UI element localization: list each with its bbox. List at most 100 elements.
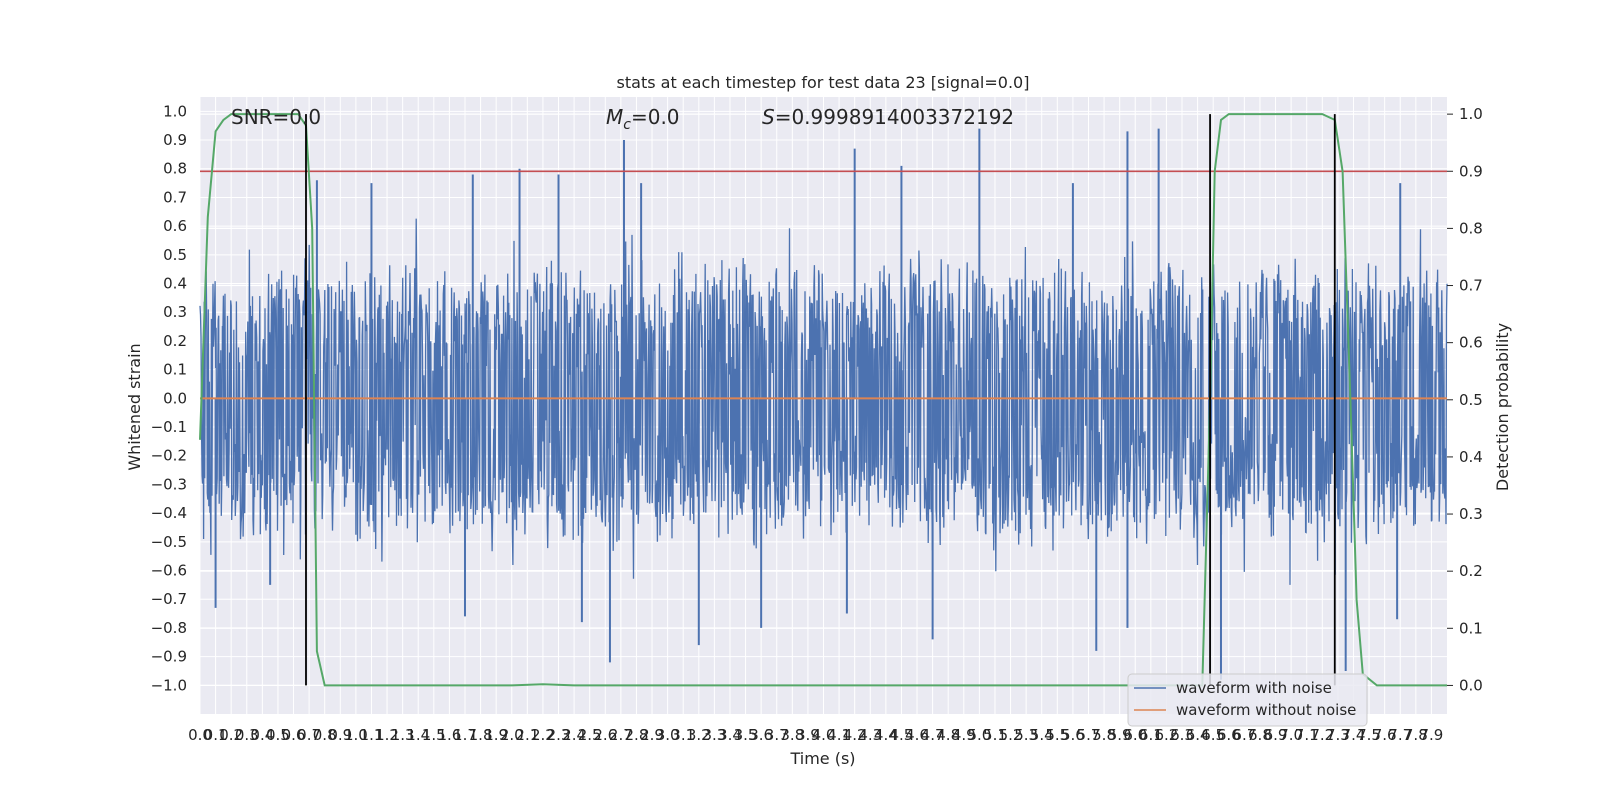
y2-tick-label: 0.8 [1459,219,1483,237]
y-tick-label: 0.6 [163,217,187,235]
s-value: =0.9998914003372192 [775,105,1014,129]
x-tick-label: 1.5 [422,726,446,744]
x-tick-label: 6.0 [1123,726,1147,744]
y-tick-label: 0.0 [163,389,187,407]
x-tick-label: 4.7 [921,726,945,744]
detection-probability-line [199,113,1447,687]
x-tick-label: 6.2 [1154,726,1178,744]
x-tick-label: 1.7 [453,726,477,744]
x-tick-label: 3.6 [749,726,773,744]
x-tick-label: 1.8 [469,726,493,744]
x-tick-label: 5.3 [1014,726,1038,744]
axes: 0.00.10.20.30.40.50.60.70.80.91.01.11.21… [151,102,1483,744]
x-tick-label: 5.8 [1092,726,1116,744]
x-tick-label: 4.6 [905,726,929,744]
x-tick-label: 2.2 [531,726,555,744]
x-tick-label: 6.7 [1232,726,1256,744]
x-tick-label: 3.7 [765,726,789,744]
x-tick-label: 1.9 [484,726,508,744]
x-tick-label: 3.3 [702,726,726,744]
x-tick-label: 6.3 [1170,726,1194,744]
x-tick-label: 4.0 [812,726,836,744]
x-axis-title: Time (s) [789,749,855,768]
y2-tick-label: 0.3 [1459,505,1483,523]
legend-box [1127,673,1368,727]
y-tick-label: −0.3 [151,475,187,493]
mc-subscript: c [623,117,631,133]
y-tick-label: −0.7 [151,590,187,608]
x-tick-label: 0.6 [282,726,306,744]
x-tick-label: 6.1 [1139,726,1163,744]
waveform-with-noise-line [199,218,1448,585]
x-tick-label: 6.6 [1217,726,1241,744]
x-tick-label: 0.7 [297,726,321,744]
x-tick-label: 7.4 [1342,726,1366,744]
x-tick-label: 7.3 [1326,726,1350,744]
x-tick-label: 2.9 [640,726,664,744]
x-tick-label: 6.5 [1201,726,1225,744]
x-tick-label: 0.2 [219,726,243,744]
x-tick-label: 6.8 [1248,726,1272,744]
s-annotation: S=0.9998914003372192 [762,105,1014,129]
x-tick-label: 2.5 [578,726,602,744]
y2-tick-label: 0.5 [1459,391,1483,409]
x-tick-label: 7.9 [1419,726,1443,744]
y-tick-label: −0.1 [151,418,187,436]
x-tick-label: 5.0 [967,726,991,744]
x-tick-label: 0.1 [204,726,228,744]
x-tick-label: 4.3 [858,726,882,744]
x-tick-label: 3.5 [734,726,758,744]
x-tick-label: 7.6 [1373,726,1397,744]
x-tick-label: 4.4 [874,726,898,744]
y2-tick-label: 0.7 [1459,277,1483,295]
x-tick-label: 4.9 [952,726,976,744]
s-symbol: S [762,105,775,129]
y-tick-label: 0.1 [163,361,187,379]
x-tick-label: 5.1 [983,726,1007,744]
x-tick-label: 2.0 [500,726,524,744]
legend: waveform with noise waveform without noi… [1127,673,1368,727]
x-tick-label: 0.9 [328,726,352,744]
mc-value: =0.0 [631,105,680,129]
x-tick-label: 7.0 [1279,726,1303,744]
x-tick-label: 5.5 [1045,726,1069,744]
y2-tick-label: 0.2 [1459,562,1483,580]
y-axis-title: Whitened strain [125,343,144,470]
legend-label-noise: waveform with noise [1176,679,1332,697]
snr-annotation: SNR=0.0 [231,105,321,129]
x-tick-label: 1.3 [391,726,415,744]
y2-tick-label: 0.6 [1459,334,1483,352]
x-tick-label: 4.8 [936,726,960,744]
plot-content [199,113,1448,687]
x-tick-label: 3.1 [671,726,695,744]
y-tick-label: −0.2 [151,447,187,465]
y-tick-label: −0.5 [151,533,187,551]
y2-tick-label: 0.0 [1459,676,1483,694]
x-tick-label: 0.0 [188,726,212,744]
y-tick-label: 0.8 [163,160,187,178]
y2-tick-label: 0.1 [1459,619,1483,637]
y-tick-label: 0.7 [163,188,187,206]
x-tick-label: 4.1 [827,726,851,744]
x-tick-label: 7.5 [1357,726,1381,744]
y-tick-label: −0.8 [151,619,187,637]
x-tick-label: 1.4 [406,726,430,744]
x-tick-label: 5.7 [1077,726,1101,744]
y-tick-label: 0.3 [163,303,187,321]
x-tick-label: 4.5 [890,726,914,744]
x-tick-label: 2.6 [593,726,617,744]
x-tick-label: 6.4 [1186,726,1210,744]
mc-symbol: M [606,105,623,129]
x-tick-label: 2.4 [562,726,586,744]
x-tick-label: 5.9 [1108,726,1132,744]
mc-annotation: Mc=0.0 [606,105,680,133]
x-tick-label: 7.1 [1295,726,1319,744]
y2-tick-label: 0.4 [1459,448,1483,466]
x-tick-label: 3.0 [656,726,680,744]
y-tick-label: 1.0 [163,102,187,120]
legend-label-clean: waveform without noise [1176,701,1356,719]
x-tick-label: 3.8 [780,726,804,744]
x-tick-label: 2.3 [547,726,571,744]
x-tick-label: 0.8 [313,726,337,744]
